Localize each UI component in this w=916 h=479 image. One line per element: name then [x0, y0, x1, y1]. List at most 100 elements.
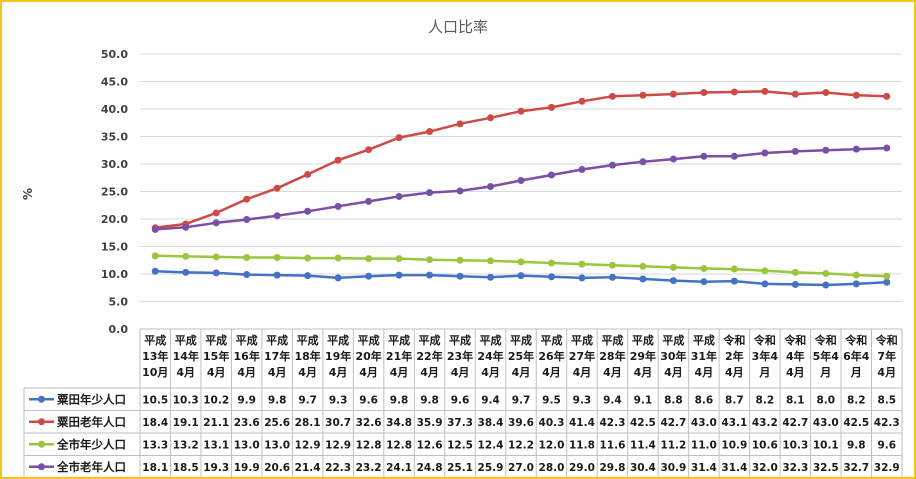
- data-point: [669, 277, 677, 285]
- data-point: [456, 187, 464, 195]
- data-point: [730, 88, 738, 96]
- x-tick-label: 15年: [203, 349, 229, 363]
- data-label: 19.1: [173, 417, 199, 429]
- data-point: [395, 255, 403, 263]
- data-label: 8.2: [847, 394, 866, 406]
- x-tick-label: 30年: [660, 349, 686, 363]
- legend-entry: 粟田老年人口: [56, 415, 126, 429]
- data-point: [700, 278, 708, 286]
- y-tick-label: 0.0: [109, 323, 129, 336]
- data-point: [700, 89, 708, 96]
- x-tick-label: 17年: [264, 349, 290, 363]
- y-tick-label: 5.0: [109, 296, 129, 309]
- data-point: [822, 269, 830, 277]
- x-tick-label: 平成: [632, 333, 654, 347]
- x-tick-label: 23年: [447, 349, 473, 363]
- x-tick-label: 5年4: [813, 349, 840, 363]
- data-label: 9.3: [329, 394, 348, 406]
- data-label: 12.8: [386, 439, 412, 451]
- data-point: [304, 207, 312, 215]
- x-tick-label: 4月: [664, 366, 683, 379]
- data-point: [487, 257, 495, 265]
- x-tick-label: 令和: [722, 333, 745, 347]
- x-tick-label: 10月: [142, 366, 168, 379]
- data-label: 28.1: [295, 417, 321, 429]
- data-label: 42.7: [782, 417, 808, 429]
- data-label: 13.2: [173, 439, 199, 451]
- data-label: 30.4: [630, 462, 656, 474]
- x-tick-label: 4月: [695, 366, 714, 379]
- chart-title: 人口比率: [428, 18, 488, 36]
- data-label: 13.1: [203, 439, 229, 451]
- data-point: [822, 281, 830, 289]
- data-point: [273, 254, 281, 261]
- data-label: 9.9: [237, 394, 256, 406]
- data-point: [456, 272, 464, 280]
- data-point: [334, 202, 342, 210]
- data-label: 10.3: [173, 394, 199, 406]
- x-tick-label: 平成: [693, 333, 715, 347]
- x-tick-label: 6年4: [843, 349, 870, 363]
- x-tick-label: 4月: [573, 366, 592, 379]
- data-point: [639, 275, 647, 283]
- data-point: [791, 268, 799, 276]
- data-table: 平成 13年 10月 平成 14年 4月 平成 15年 4月 平成 16年 4月 平成 17年 4月 平成 18…: [23, 328, 903, 477]
- data-point: [761, 87, 769, 95]
- data-point: [639, 158, 647, 166]
- data-label: 9.8: [420, 394, 439, 406]
- x-tick-label: 4月: [786, 366, 805, 379]
- data-label: 9.1: [634, 394, 653, 406]
- x-tick-label: 31年: [691, 349, 717, 363]
- data-point: [578, 97, 586, 105]
- data-point: [334, 254, 342, 262]
- y-axis-ticks: 0.0 5.0 10.0 15.0 20.0 25.0 30.0 35.0 40.0 45.0 50…: [101, 48, 128, 336]
- data-point: [852, 145, 860, 153]
- data-label: 9.8: [390, 394, 409, 406]
- x-tick-label: 27年: [569, 349, 595, 363]
- x-tick-label: 平成: [297, 333, 319, 347]
- data-label: 32.9: [874, 462, 900, 474]
- x-tick-label: 4月: [268, 366, 287, 379]
- data-label: 9.3: [573, 394, 592, 406]
- x-tick-label: 26年: [538, 349, 564, 363]
- data-label: 13.0: [264, 439, 290, 451]
- data-label: 9.6: [451, 394, 470, 406]
- x-tick-label: 平成: [358, 333, 380, 347]
- x-tick-label: 22年: [416, 349, 442, 363]
- data-point: [426, 189, 434, 197]
- data-label: 8.7: [725, 394, 744, 406]
- x-tick-label: 13年: [142, 349, 168, 363]
- data-label: 10.3: [782, 439, 808, 451]
- data-point: [547, 171, 555, 179]
- data-label: 30.7: [325, 417, 351, 429]
- data-point: [883, 278, 891, 286]
- data-label: 39.6: [508, 417, 534, 429]
- data-label: 31.4: [721, 462, 747, 474]
- data-point: [517, 177, 525, 184]
- data-label: 12.5: [447, 439, 473, 451]
- legend-entry: 粟田年少人口: [56, 392, 126, 406]
- y-tick-label: 45.0: [101, 76, 128, 89]
- data-label: 23.6: [234, 417, 260, 429]
- data-point: [730, 265, 738, 273]
- data-label: 9.5: [542, 394, 561, 406]
- legend-key-marker: [38, 395, 45, 403]
- data-label: 32.7: [843, 462, 869, 474]
- data-label: 43.2: [752, 417, 778, 429]
- data-point: [547, 273, 555, 281]
- x-tick-label: 4月: [451, 366, 470, 379]
- data-point: [487, 114, 495, 122]
- legend-key-marker: [38, 463, 45, 471]
- data-label: 12.8: [356, 439, 382, 451]
- x-tick-label: 平成: [419, 333, 441, 347]
- data-label: 27.0: [508, 462, 534, 474]
- data-point: [273, 212, 281, 220]
- data-label: 32.5: [813, 462, 839, 474]
- data-label: 42.7: [660, 417, 686, 429]
- x-tick-label: 平成: [480, 333, 502, 347]
- data-point: [395, 134, 403, 142]
- data-point: [243, 216, 251, 224]
- x-tick-label: 4月: [237, 366, 256, 379]
- data-label: 10.5: [142, 394, 168, 406]
